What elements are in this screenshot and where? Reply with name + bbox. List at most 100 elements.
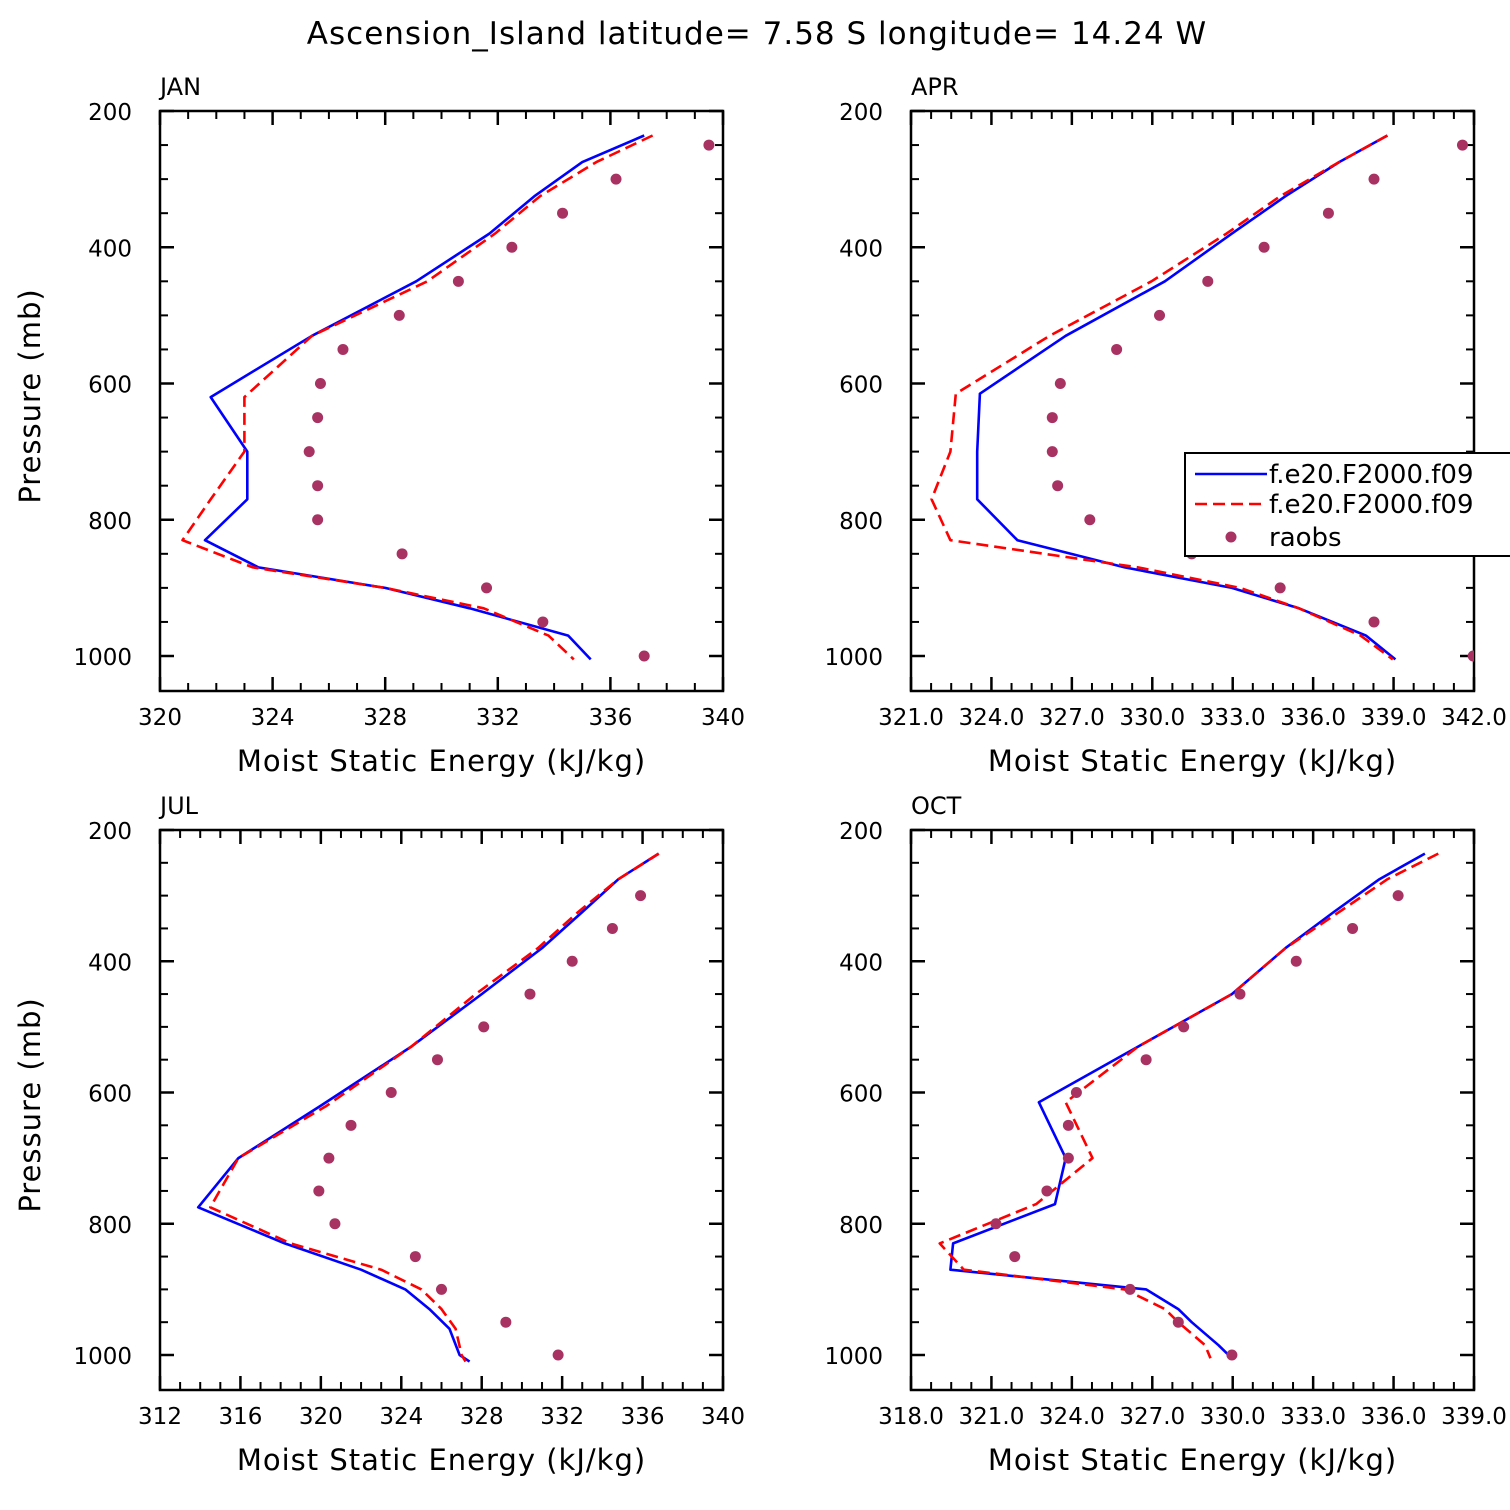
y-tick-label: 1000 — [73, 1344, 132, 1370]
raobs-point — [329, 1218, 341, 1230]
y-tick-label: 200 — [839, 819, 883, 845]
raobs-point — [312, 412, 324, 424]
x-tick-label: 332 — [540, 1404, 584, 1430]
model-b-line — [209, 852, 660, 1363]
raobs-point — [481, 582, 493, 594]
x-tick-label: 312 — [138, 1404, 182, 1430]
raobs-point — [1062, 1152, 1074, 1164]
x-axis-label: Moist Static Energy (kJ/kg) — [237, 1443, 646, 1477]
plot-area — [181, 134, 715, 662]
x-tick-label: 328 — [363, 705, 407, 731]
raobs-point — [313, 1185, 325, 1197]
x-tick-label: 327.0 — [1039, 705, 1105, 731]
raobs-point — [1456, 139, 1468, 151]
raobs-point — [431, 1054, 443, 1066]
y-tick-label: 800 — [88, 1213, 132, 1239]
raobs-point — [606, 922, 618, 934]
x-tick-label: 332 — [476, 705, 520, 731]
raobs-point — [1202, 275, 1214, 287]
raobs-point — [1226, 1349, 1238, 1361]
raobs-point — [345, 1119, 357, 1131]
raobs-point — [557, 207, 569, 219]
raobs-point — [385, 1087, 397, 1098]
legend-entry: f.e20.F2000.f09 — [1269, 460, 1474, 490]
model-b-line — [930, 134, 1394, 661]
panel-apr: APR 200 400 600 800 1000 321.0 324.0 327.0 330.0 3… — [824, 73, 1506, 778]
x-tick-label: 328 — [460, 1404, 504, 1430]
y-tick-label: 1000 — [824, 645, 883, 671]
x-axis-label: Moist Static Energy (kJ/kg) — [237, 744, 646, 778]
raobs-point — [1347, 922, 1359, 934]
x-tick-label: 333.0 — [1280, 1404, 1346, 1430]
panel-label: OCT — [911, 792, 962, 820]
legend-entry: raobs — [1269, 523, 1342, 553]
x-tick-label: 336.0 — [1361, 1404, 1427, 1430]
plot-area — [938, 852, 1439, 1361]
x-tick-label: 324 — [379, 1404, 423, 1430]
y-axis-label: Pressure (mb) — [13, 997, 47, 1212]
y-tick-label: 400 — [88, 950, 132, 976]
y-tick-label: 200 — [839, 100, 883, 126]
legend-swatch-dot — [1225, 531, 1237, 543]
raobs-point — [1178, 1021, 1190, 1033]
x-tick-label: 339.0 — [1441, 1404, 1507, 1430]
plot-frame — [909, 109, 1476, 693]
raobs-point — [1392, 890, 1404, 902]
raobs-point — [500, 1316, 512, 1328]
x-tick-label: 321.0 — [878, 705, 944, 731]
raobs-point — [703, 139, 715, 151]
raobs-point — [1084, 514, 1096, 526]
raobs-point — [1467, 650, 1474, 662]
plot-area — [930, 134, 1474, 662]
y-axis-label: Pressure (mb) — [13, 288, 47, 503]
raobs-point — [990, 1218, 1002, 1230]
raobs-point — [552, 1349, 564, 1361]
y-tick-label: 400 — [839, 950, 883, 976]
raobs-point — [436, 1283, 447, 1295]
panel-label: JUL — [158, 792, 199, 820]
raobs-point — [312, 514, 324, 526]
panels: JAN 200 400 600 800 1000 320 324 328 332 336 340 Moi… — [13, 73, 1507, 1477]
y-tick-label: 400 — [839, 236, 883, 262]
y-tick-label: 600 — [88, 373, 132, 399]
panel-jan: JAN 200 400 600 800 1000 320 324 328 332 336 340 Moi… — [13, 73, 745, 778]
legend-entry: f.e20.F2000.f09 — [1269, 490, 1474, 520]
raobs-point — [1046, 446, 1058, 458]
y-tick-label: 800 — [88, 509, 132, 535]
y-tick-label: 600 — [839, 373, 883, 399]
raobs-point — [610, 173, 622, 185]
x-tick-label: 318.0 — [878, 1404, 944, 1430]
x-tick-label: 324 — [251, 705, 295, 731]
y-tick-label: 600 — [839, 1082, 883, 1108]
raobs-point — [1124, 1283, 1136, 1295]
raobs-point — [1052, 480, 1064, 492]
raobs-point — [1368, 173, 1380, 185]
raobs-point — [312, 480, 324, 492]
x-tick-label: 320 — [299, 1404, 343, 1430]
raobs-point — [1041, 1185, 1053, 1197]
raobs-point — [1234, 988, 1246, 1000]
y-tick-label: 200 — [88, 819, 132, 845]
model-a-line — [203, 134, 645, 661]
raobs-point — [396, 548, 408, 560]
x-tick-label: 321.0 — [958, 1404, 1024, 1430]
raobs-point — [1062, 1119, 1074, 1131]
model-a-line — [196, 852, 660, 1363]
figure-title: Ascension_Island latitude= 7.58 S longit… — [307, 16, 1207, 52]
x-tick-label: 330.0 — [1119, 705, 1185, 731]
raobs-point — [638, 650, 650, 662]
raobs-point — [1368, 616, 1380, 628]
raobs-point — [1258, 241, 1270, 253]
raobs-point — [337, 343, 349, 355]
raobs-point — [635, 890, 647, 902]
raobs-point — [524, 988, 536, 1000]
raobs-point — [506, 241, 518, 253]
x-tick-label: 333.0 — [1200, 705, 1266, 731]
x-tick-label: 336.0 — [1280, 705, 1346, 731]
plot-frame — [158, 828, 725, 1392]
y-tick-label: 400 — [88, 236, 132, 262]
panel-label: APR — [911, 73, 959, 101]
raobs-point — [393, 309, 405, 321]
